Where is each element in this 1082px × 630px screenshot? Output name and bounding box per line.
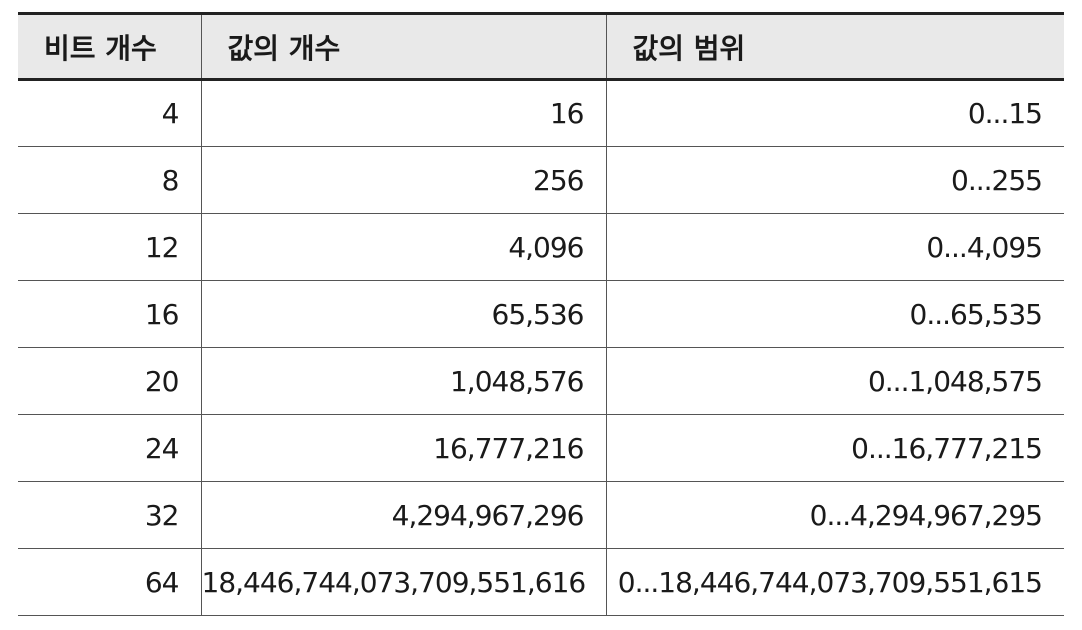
cell-value-count: 65,536 — [200, 280, 606, 348]
table-row: 16 65,536 0...65,535 — [18, 280, 1064, 348]
cell-bit-count: 64 — [18, 548, 201, 616]
header-value-count: 값의 개수 — [200, 12, 606, 81]
cell-value-range: 0...16,777,215 — [605, 414, 1064, 482]
table-body: 4 16 0...15 8 256 0...255 12 4,096 0...4… — [18, 79, 1064, 616]
cell-bit-count: 16 — [18, 280, 201, 348]
cell-value-range: 0...255 — [605, 146, 1064, 214]
cell-value-count: 256 — [200, 146, 606, 214]
table-row: 24 16,777,216 0...16,777,215 — [18, 414, 1064, 482]
cell-bit-count: 32 — [18, 481, 201, 549]
cell-value-count: 4,096 — [200, 213, 606, 281]
cell-value-count: 16 — [200, 79, 606, 147]
cell-bit-count: 4 — [18, 79, 201, 147]
cell-value-range: 0...18,446,744,073,709,551,615 — [605, 548, 1064, 616]
cell-bit-count: 12 — [18, 213, 201, 281]
header-value-range: 값의 범위 — [605, 12, 1064, 81]
cell-value-count: 18,446,744,073,709,551,616 — [200, 548, 606, 616]
table-row: 20 1,048,576 0...1,048,575 — [18, 347, 1064, 415]
table-row: 64 18,446,744,073,709,551,616 0...18,446… — [18, 548, 1064, 616]
table-row: 32 4,294,967,296 0...4,294,967,295 — [18, 481, 1064, 549]
bit-range-table: 비트 개수 값의 개수 값의 범위 4 16 0...15 8 256 0...… — [18, 12, 1064, 616]
cell-value-range: 0...1,048,575 — [605, 347, 1064, 415]
cell-bit-count: 24 — [18, 414, 201, 482]
cell-value-range: 0...4,294,967,295 — [605, 481, 1064, 549]
cell-bit-count: 20 — [18, 347, 201, 415]
cell-value-count: 16,777,216 — [200, 414, 606, 482]
header-bit-count: 비트 개수 — [18, 12, 201, 81]
cell-value-range: 0...65,535 — [605, 280, 1064, 348]
table-row: 12 4,096 0...4,095 — [18, 213, 1064, 281]
table-row: 4 16 0...15 — [18, 79, 1064, 147]
cell-value-count: 4,294,967,296 — [200, 481, 606, 549]
cell-value-range: 0...4,095 — [605, 213, 1064, 281]
cell-value-count: 1,048,576 — [200, 347, 606, 415]
cell-bit-count: 8 — [18, 146, 201, 214]
cell-value-range: 0...15 — [605, 79, 1064, 147]
header-row: 비트 개수 값의 개수 값의 범위 — [18, 12, 1064, 81]
table-header: 비트 개수 값의 개수 값의 범위 — [18, 12, 1064, 81]
table-row: 8 256 0...255 — [18, 146, 1064, 214]
